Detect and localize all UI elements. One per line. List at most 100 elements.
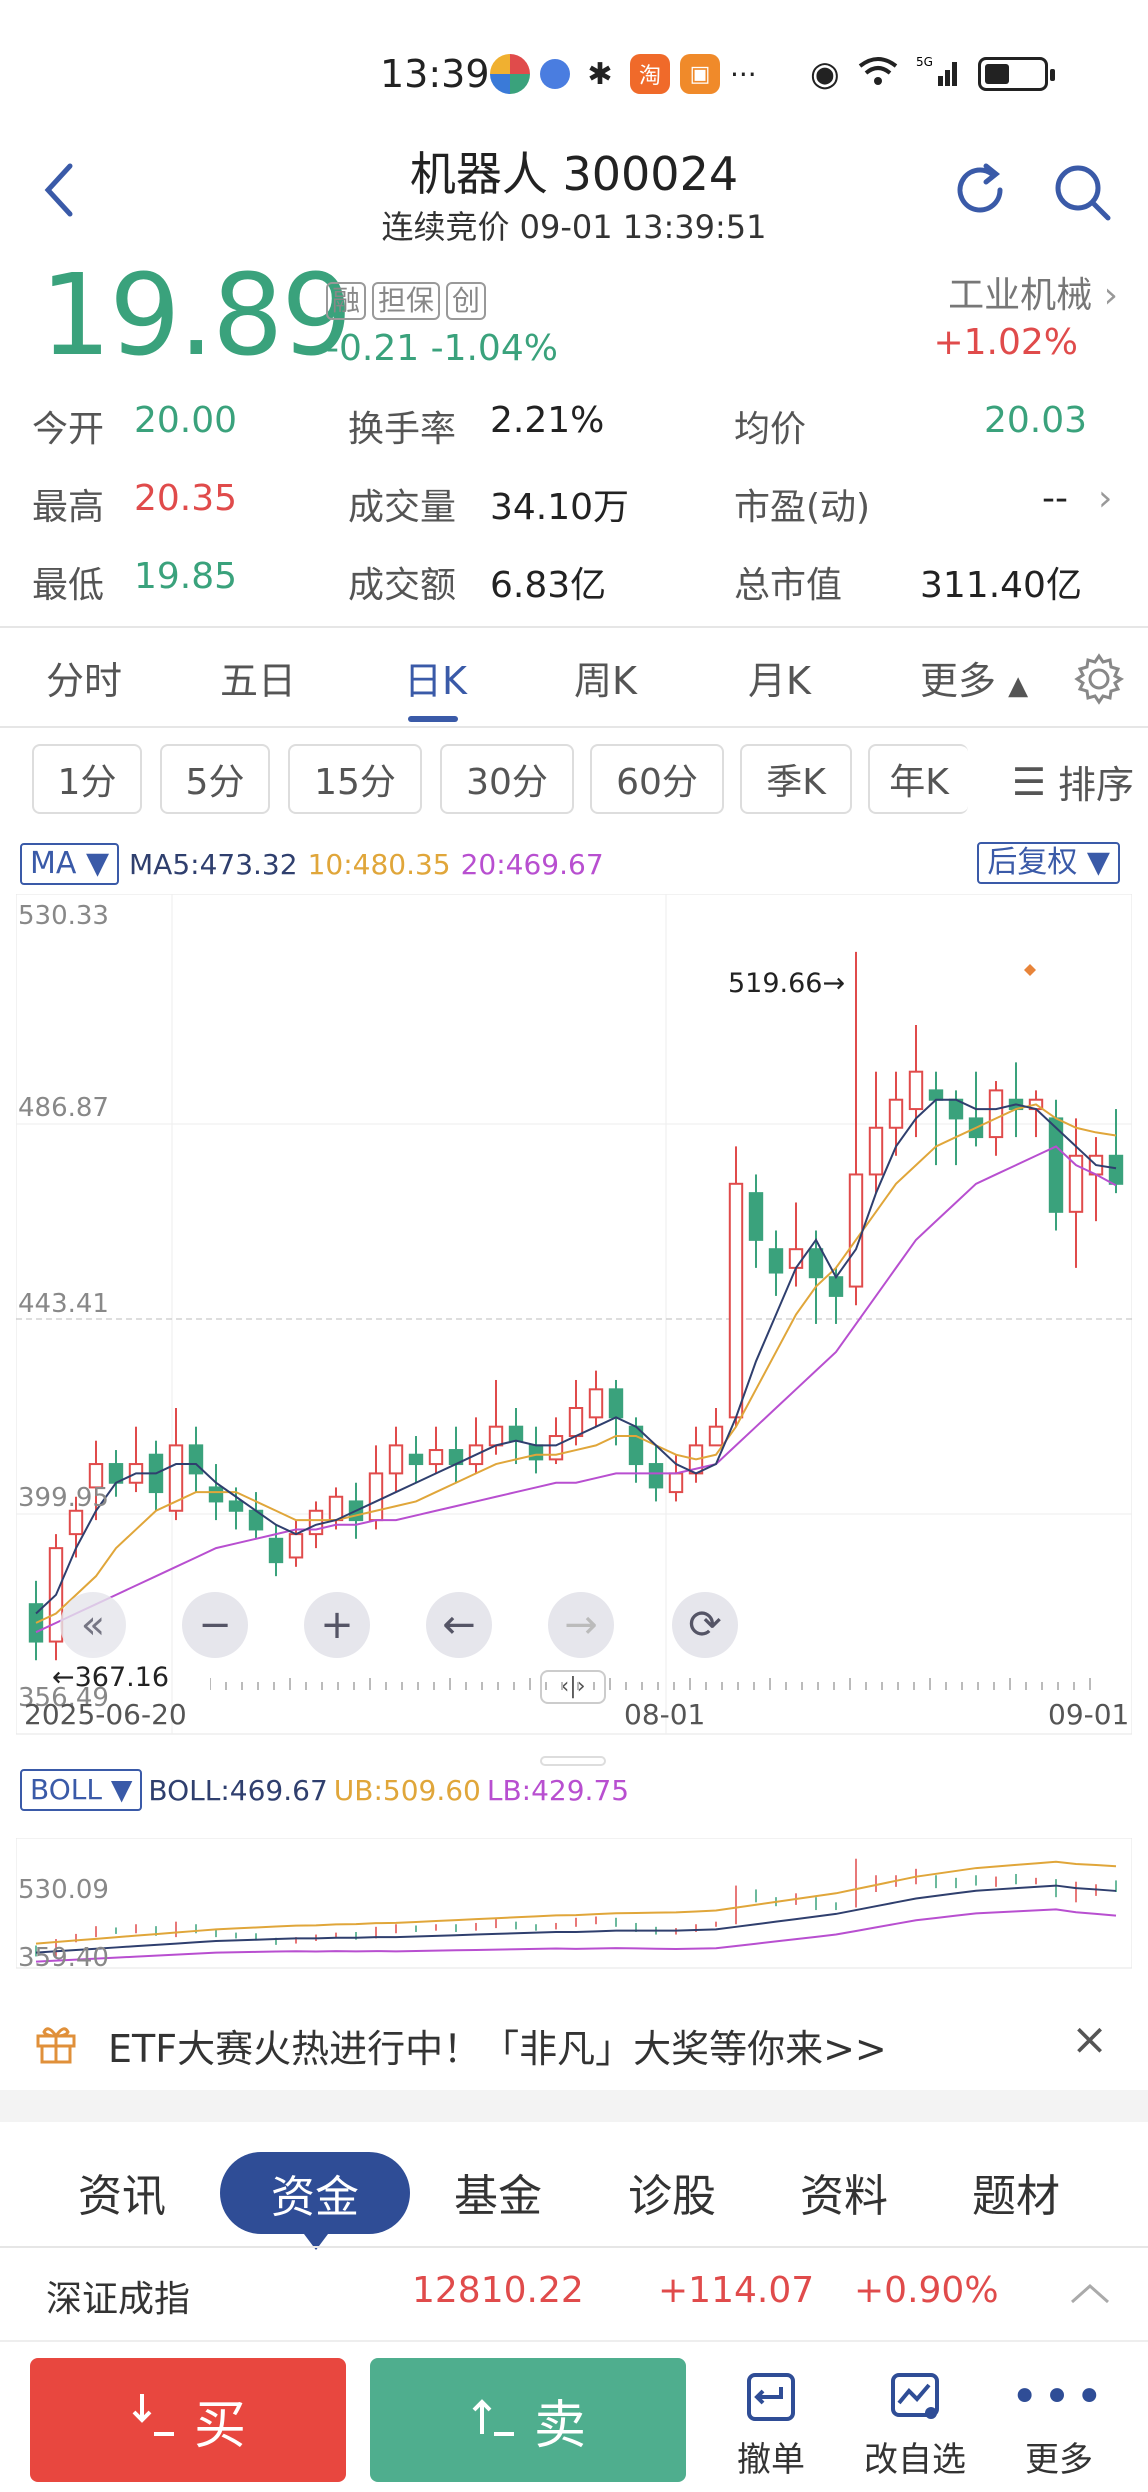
stat-label: 最高 [32, 487, 105, 528]
price-axis-mid3: 399.95 [18, 1483, 109, 1513]
arrow-left-icon[interactable]: ← [426, 1592, 492, 1658]
info-tabs: 资讯 资金 基金 诊股 资料 题材 [0, 2136, 1148, 2250]
candle-body [308, 1509, 324, 1536]
interval-1min[interactable]: 1分 [32, 744, 142, 814]
index-change: +114.07 [658, 2270, 815, 2311]
status-right: ◉ 5G [810, 54, 1055, 94]
search-icon[interactable] [1050, 160, 1114, 224]
stat-value: 20.00 [134, 400, 238, 441]
buy-arrow-icon [130, 2390, 178, 2451]
globe-app-icon [540, 59, 570, 89]
tab-diagnosis[interactable]: 诊股 [628, 2171, 716, 2222]
interval-15min[interactable]: 15分 [288, 744, 422, 814]
interval-5min[interactable]: 5分 [160, 744, 270, 814]
close-icon[interactable]: × [1071, 2014, 1108, 2065]
tab-fund[interactable]: 基金 [454, 2171, 542, 2222]
promo-banner[interactable]: ETF大赛火热进行中！「非凡」大奖等你来>> × [0, 2000, 1148, 2090]
stat-value: -- [1042, 478, 1068, 519]
tab-intraday[interactable]: 分时 [46, 659, 123, 703]
edit-watchlist-button[interactable]: 改自选 [860, 2362, 970, 2481]
date-start: 2025-06-20 [24, 1698, 187, 1731]
industry-link[interactable]: 工业机械 › [948, 266, 1118, 318]
sort-button[interactable]: ☰ 排序 [1012, 754, 1134, 809]
index-ticker[interactable]: 深证成指 12810.22 +114.07 +0.90% [0, 2250, 1148, 2338]
interval-30min[interactable]: 30分 [440, 744, 574, 814]
ma-selector[interactable]: MA ▼ [20, 843, 120, 885]
arrow-right-icon[interactable]: → [548, 1592, 614, 1658]
ma5-value: MA5:473.32 [129, 847, 298, 881]
stock-tags: 融 担保 创 [326, 282, 487, 320]
candle-body [168, 1444, 184, 1512]
boll-selector[interactable]: BOLL ▼ [20, 1769, 143, 1811]
candle-body [208, 1486, 224, 1503]
zoom-out-icon[interactable]: − [182, 1592, 248, 1658]
candle-body [408, 1453, 424, 1466]
sell-button[interactable]: 卖 [370, 2358, 686, 2482]
eye-icon: ◉ [810, 54, 840, 94]
cancel-order-button[interactable]: 撤单 [716, 2362, 826, 2481]
chart-edit-icon [860, 2362, 970, 2432]
stat-value: 2.21% [490, 400, 605, 441]
adjustment-selector[interactable]: 后复权 ▼ [977, 842, 1120, 884]
interval-quarter-k[interactable]: 季K [740, 744, 852, 814]
sell-label: 卖 [533, 2395, 586, 2456]
quote-panel: 19.89 融 担保 创 -0.21 -1.04% 工业机械 › +1.02% [0, 260, 1148, 390]
stat-label: 市盈(动) [734, 487, 871, 528]
tab-monthly-k[interactable]: 月K [748, 659, 811, 703]
refresh-icon[interactable] [950, 160, 1010, 220]
kline-chart-area[interactable]: MA ▼ MA5:473.32 10:480.35 20:469.67 后复权 … [16, 838, 1132, 1973]
industry-name: 工业机械 [948, 275, 1093, 316]
cancel-order-label: 撤单 [737, 2440, 805, 2480]
event-marker[interactable] [1024, 964, 1036, 976]
price-axis-top: 530.33 [18, 901, 109, 931]
stat-label: 均价 [734, 409, 807, 450]
tab-five-day[interactable]: 五日 [220, 659, 297, 703]
status-time: 13:39 [380, 52, 490, 96]
kline-interval-buttons: 1分 5分 15分 30分 60分 季K 年K ☰ 排序 [0, 740, 1148, 820]
index-name: 深证成指 [46, 2279, 191, 2320]
candle-body [488, 1425, 504, 1447]
stat-label: 成交额 [348, 565, 457, 606]
stat-label: 成交量 [348, 487, 457, 528]
time-axis-ticks [210, 1678, 1091, 1690]
tab-news[interactable]: 资讯 [78, 2171, 166, 2222]
stat-value: 6.83亿 [490, 565, 607, 606]
settings-icon[interactable] [1072, 652, 1126, 710]
tab-funds-flow[interactable]: 资金 [220, 2152, 410, 2250]
rewind-icon[interactable]: « [60, 1592, 126, 1658]
price-axis-mid1: 486.87 [18, 1093, 109, 1123]
ma-indicator-bar: MA ▼ MA5:473.32 10:480.35 20:469.67 [20, 842, 604, 886]
index-value: 12810.22 [412, 2270, 584, 2311]
ma20-line [35, 1145, 1117, 1634]
candle-body [1068, 1154, 1084, 1213]
boll-mid-line [35, 1884, 1117, 1954]
back-icon[interactable] [40, 160, 76, 230]
candle-body [648, 1463, 664, 1489]
buy-label: 买 [193, 2395, 246, 2456]
collateral-tag: 担保 [372, 282, 441, 320]
zoom-in-icon[interactable]: + [304, 1592, 370, 1658]
rotate-screen-icon[interactable]: ⟳ [672, 1592, 738, 1658]
tab-weekly-k[interactable]: 周K [574, 659, 637, 703]
status-app-icons: ✱ 淘 ▣ ··· [490, 54, 757, 94]
tab-more[interactable]: 更多 ▲ [920, 650, 1028, 705]
candle-body [748, 1192, 764, 1241]
tab-daily-k[interactable]: 日K [404, 659, 467, 703]
tab-underline [408, 716, 458, 722]
resize-handle[interactable] [540, 1756, 606, 1766]
date-end: 09-01 [1048, 1698, 1130, 1731]
candle-body [548, 1435, 564, 1461]
taobao-icon: 淘 [630, 54, 670, 94]
interval-60min[interactable]: 60分 [590, 744, 724, 814]
tab-theme[interactable]: 题材 [972, 2171, 1060, 2222]
buy-button[interactable]: 买 [30, 2358, 346, 2482]
candle-body [628, 1425, 644, 1466]
candle-body [388, 1444, 404, 1475]
chevron-right-icon[interactable]: › [1098, 478, 1113, 519]
index-pct: +0.90% [854, 2270, 999, 2311]
interval-year-k[interactable]: 年K [868, 744, 968, 814]
boll-indicator-bar: BOLL ▼ BOLL:469.67 UB:509.60 LB:429.75 [20, 1768, 629, 1812]
chevron-up-icon[interactable] [1068, 2280, 1112, 2310]
tab-profile[interactable]: 资料 [800, 2171, 888, 2222]
more-button[interactable]: ••• 更多 [1004, 2362, 1114, 2481]
